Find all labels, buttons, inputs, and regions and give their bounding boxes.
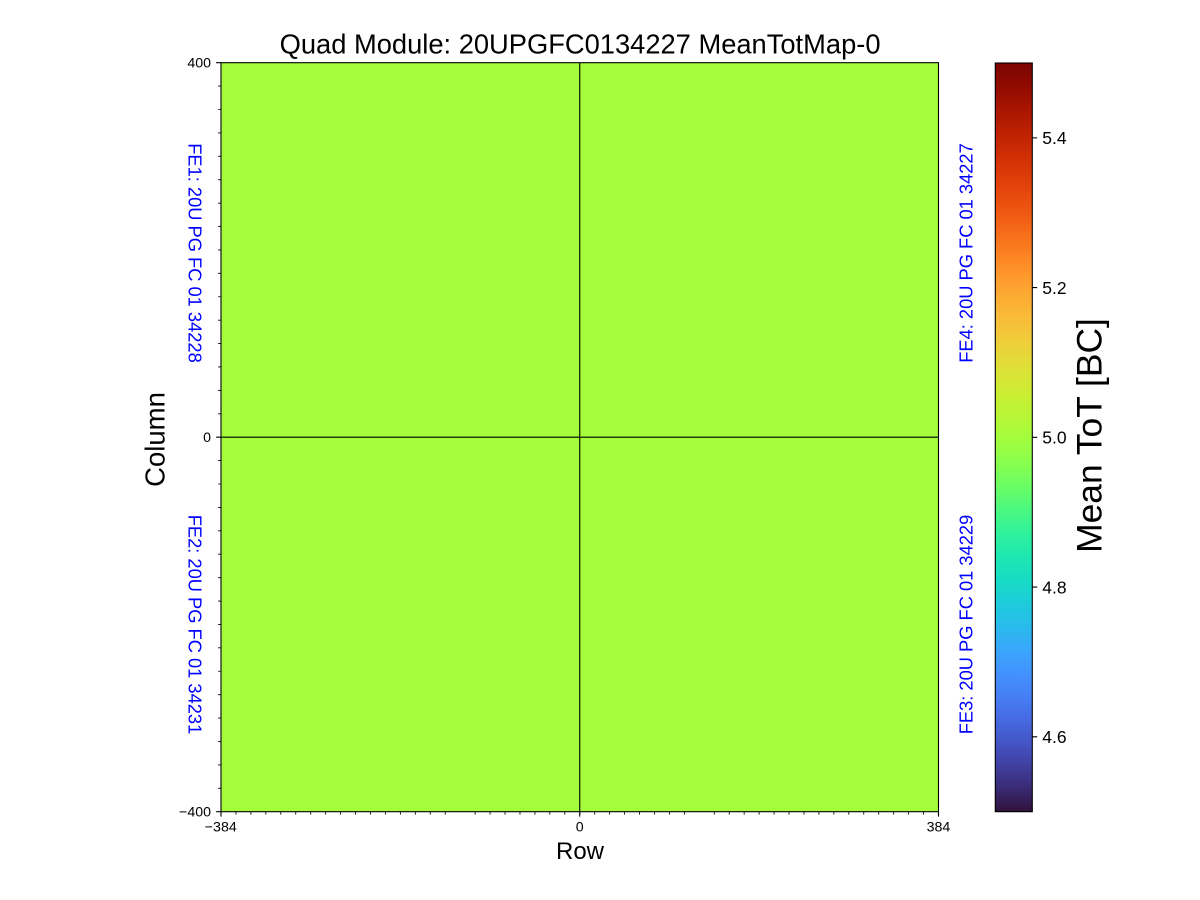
svg-text:Quad Module: 20UPGFC0134227 Me: Quad Module: 20UPGFC0134227 MeanTotMap-0 <box>280 28 881 59</box>
svg-text:Row: Row <box>556 838 605 865</box>
svg-text:4.6: 4.6 <box>1042 727 1066 747</box>
svg-text:Column: Column <box>140 392 171 487</box>
svg-text:400: 400 <box>187 56 211 72</box>
svg-text:4.8: 4.8 <box>1042 577 1066 597</box>
svg-text:0: 0 <box>576 820 584 836</box>
svg-text:FE1: 20U PG FC 01 34228: FE1: 20U PG FC 01 34228 <box>185 143 206 363</box>
svg-text:−400: −400 <box>179 805 211 821</box>
svg-text:−384: −384 <box>205 820 237 836</box>
svg-text:384: 384 <box>927 820 951 836</box>
svg-text:Mean ToT [BC]: Mean ToT [BC] <box>1070 318 1110 553</box>
svg-text:FE4: 20U PG FC 01 34227: FE4: 20U PG FC 01 34227 <box>956 143 977 363</box>
svg-text:5.2: 5.2 <box>1042 278 1066 298</box>
svg-text:0: 0 <box>203 430 211 446</box>
svg-text:5.0: 5.0 <box>1042 428 1067 448</box>
svg-text:5.4: 5.4 <box>1042 128 1067 148</box>
svg-text:FE2: 20U PG FC 01 34231: FE2: 20U PG FC 01 34231 <box>185 515 206 735</box>
svg-text:FE3: 20U PG FC 01 34229: FE3: 20U PG FC 01 34229 <box>956 515 977 735</box>
